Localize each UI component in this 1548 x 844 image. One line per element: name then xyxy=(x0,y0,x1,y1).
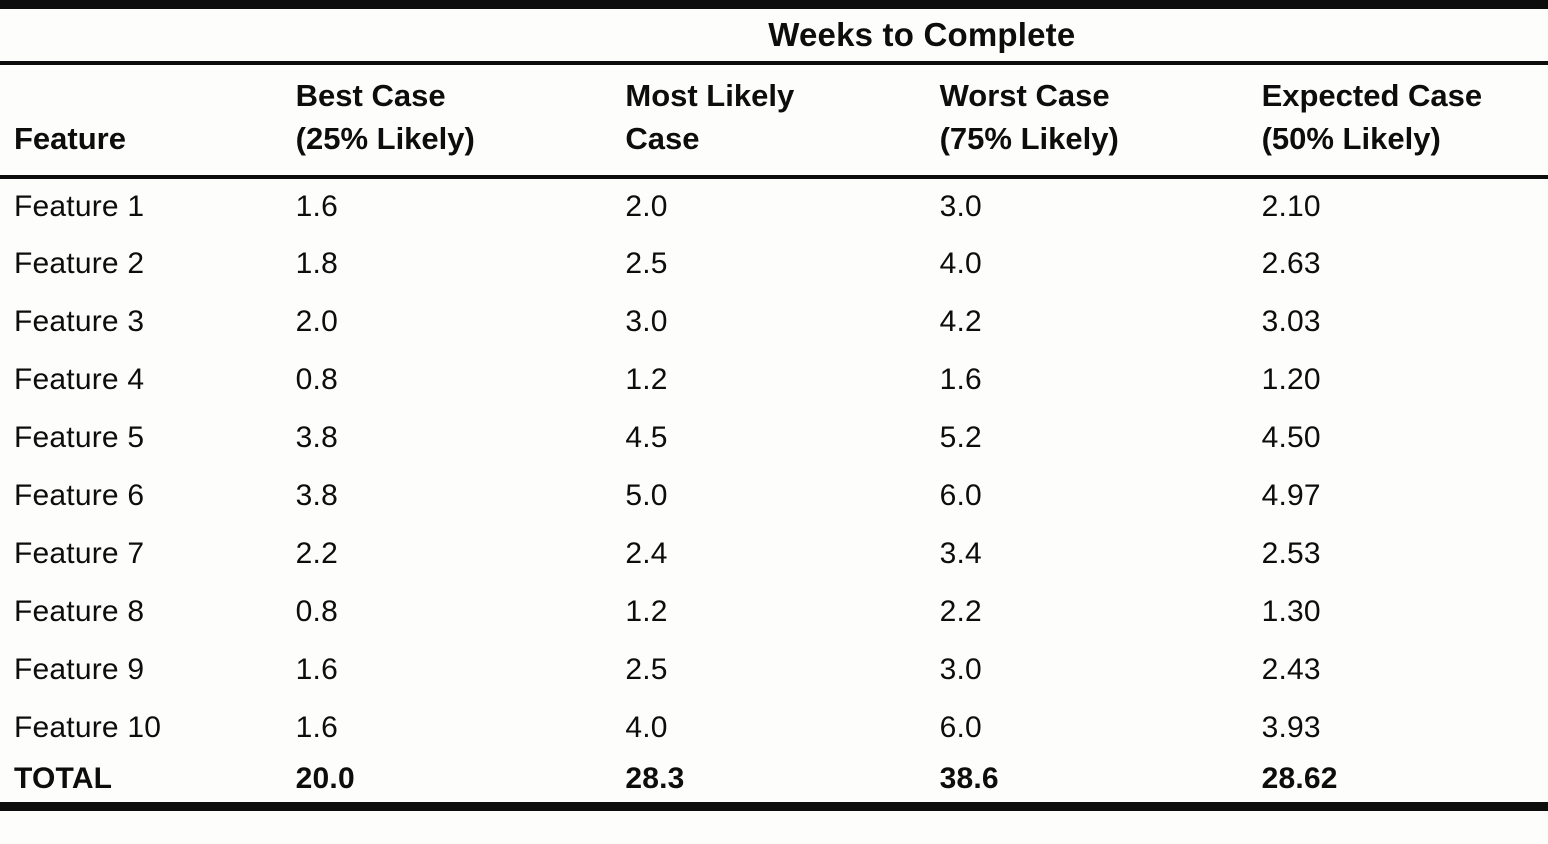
table-row: Feature 10 1.6 4.0 6.0 3.93 xyxy=(0,699,1548,757)
value-cell: 0.8 xyxy=(295,362,338,396)
spanner-empty-cell xyxy=(0,4,296,65)
feature-cell: Feature 2 xyxy=(14,246,145,280)
value-cell: 3.03 xyxy=(1261,304,1321,338)
table-row: Feature 3 2.0 3.0 4.2 3.03 xyxy=(0,293,1548,351)
table-title: Weeks to Complete xyxy=(295,4,1548,65)
feature-cell: Feature 6 xyxy=(14,478,145,512)
spanner-row: Weeks to Complete xyxy=(0,4,1548,65)
value-cell: 4.50 xyxy=(1261,420,1321,454)
table-row: Feature 1 1.6 2.0 3.0 2.10 xyxy=(0,177,1548,235)
column-header-line: Case xyxy=(625,120,700,156)
value-cell: 2.53 xyxy=(1261,536,1321,570)
value-cell: 2.63 xyxy=(1261,246,1321,280)
value-cell: 2.0 xyxy=(625,189,668,223)
value-cell: 4.0 xyxy=(939,246,982,280)
value-cell: 3.4 xyxy=(939,536,982,570)
table-row: Feature 6 3.8 5.0 6.0 4.97 xyxy=(0,467,1548,525)
table-row: Feature 7 2.2 2.4 3.4 2.53 xyxy=(0,525,1548,583)
estimation-table: Weeks to Complete Feature Best Case (25%… xyxy=(0,0,1548,811)
column-header-worst-case: Worst Case (75% Likely) xyxy=(939,62,1262,179)
column-header-line: (25% Likely) xyxy=(295,120,475,156)
value-cell: 3.0 xyxy=(939,652,982,686)
feature-cell: Feature 10 xyxy=(14,710,162,744)
value-cell: 1.20 xyxy=(1261,362,1321,396)
column-header-row: Feature Best Case (25% Likely) Most Like… xyxy=(0,62,1548,179)
value-cell: 2.2 xyxy=(295,536,338,570)
value-cell: 3.8 xyxy=(295,420,338,454)
value-cell: 2.0 xyxy=(295,304,338,338)
feature-cell: Feature 7 xyxy=(14,536,145,570)
value-cell: 2.2 xyxy=(939,594,982,628)
value-cell: 38.6 xyxy=(939,762,999,796)
value-cell: 5.2 xyxy=(939,420,982,454)
table-row: Feature 5 3.8 4.5 5.2 4.50 xyxy=(0,409,1548,467)
value-cell: 3.93 xyxy=(1261,710,1321,744)
column-header-line: Expected Case xyxy=(1261,77,1483,113)
column-header-line: (75% Likely) xyxy=(939,120,1119,156)
column-header-most-likely: Most Likely Case xyxy=(625,62,940,179)
value-cell: 1.6 xyxy=(295,710,338,744)
value-cell: 2.4 xyxy=(625,536,668,570)
value-cell: 28.3 xyxy=(625,762,685,796)
value-cell: 2.5 xyxy=(625,652,668,686)
column-header-line: (50% Likely) xyxy=(1261,120,1441,156)
table-row: Feature 4 0.8 1.2 1.6 1.20 xyxy=(0,351,1548,409)
value-cell: 4.2 xyxy=(939,304,982,338)
value-cell: 20.0 xyxy=(295,762,355,796)
value-cell: 1.6 xyxy=(295,189,338,223)
value-cell: 1.30 xyxy=(1261,594,1321,628)
feature-cell: TOTAL xyxy=(14,762,113,796)
table-row: Feature 2 1.8 2.5 4.0 2.63 xyxy=(0,235,1548,293)
value-cell: 28.62 xyxy=(1261,762,1338,796)
value-cell: 3.8 xyxy=(295,478,338,512)
table-row: Feature 9 1.6 2.5 3.0 2.43 xyxy=(0,641,1548,699)
value-cell: 6.0 xyxy=(939,478,982,512)
feature-cell: Feature 8 xyxy=(14,594,145,628)
value-cell: 6.0 xyxy=(939,710,982,744)
value-cell: 5.0 xyxy=(625,478,668,512)
value-cell: 1.8 xyxy=(295,246,338,280)
column-header-feature: Feature xyxy=(0,62,296,179)
feature-cell: Feature 1 xyxy=(14,189,145,223)
feature-cell: Feature 9 xyxy=(14,652,145,686)
column-header-expected-case: Expected Case (50% Likely) xyxy=(1261,62,1548,179)
value-cell: 4.5 xyxy=(625,420,668,454)
value-cell: 2.43 xyxy=(1261,652,1321,686)
value-cell: 4.97 xyxy=(1261,478,1321,512)
feature-cell: Feature 4 xyxy=(14,362,145,396)
value-cell: 2.5 xyxy=(625,246,668,280)
value-cell: 3.0 xyxy=(939,189,982,223)
value-cell: 1.6 xyxy=(939,362,982,396)
column-header-line: Worst Case xyxy=(939,77,1110,113)
total-row: TOTAL 20.0 28.3 38.6 28.62 xyxy=(0,757,1548,807)
table-body: Feature 1 1.6 2.0 3.0 2.10 Feature 2 1.8 2.5 4.0… xyxy=(0,177,1548,807)
table-row: Feature 8 0.8 1.2 2.2 1.30 xyxy=(0,583,1548,641)
value-cell: 3.0 xyxy=(625,304,668,338)
column-header-best-case: Best Case (25% Likely) xyxy=(295,62,626,179)
value-cell: 1.2 xyxy=(625,362,668,396)
value-cell: 4.0 xyxy=(625,710,668,744)
column-header-line: Most Likely xyxy=(625,77,795,113)
value-cell: 2.10 xyxy=(1261,189,1321,223)
feature-cell: Feature 3 xyxy=(14,304,145,338)
value-cell: 0.8 xyxy=(295,594,338,628)
column-header-line: Best Case xyxy=(295,77,446,113)
value-cell: 1.6 xyxy=(295,652,338,686)
feature-cell: Feature 5 xyxy=(14,420,145,454)
value-cell: 1.2 xyxy=(625,594,668,628)
